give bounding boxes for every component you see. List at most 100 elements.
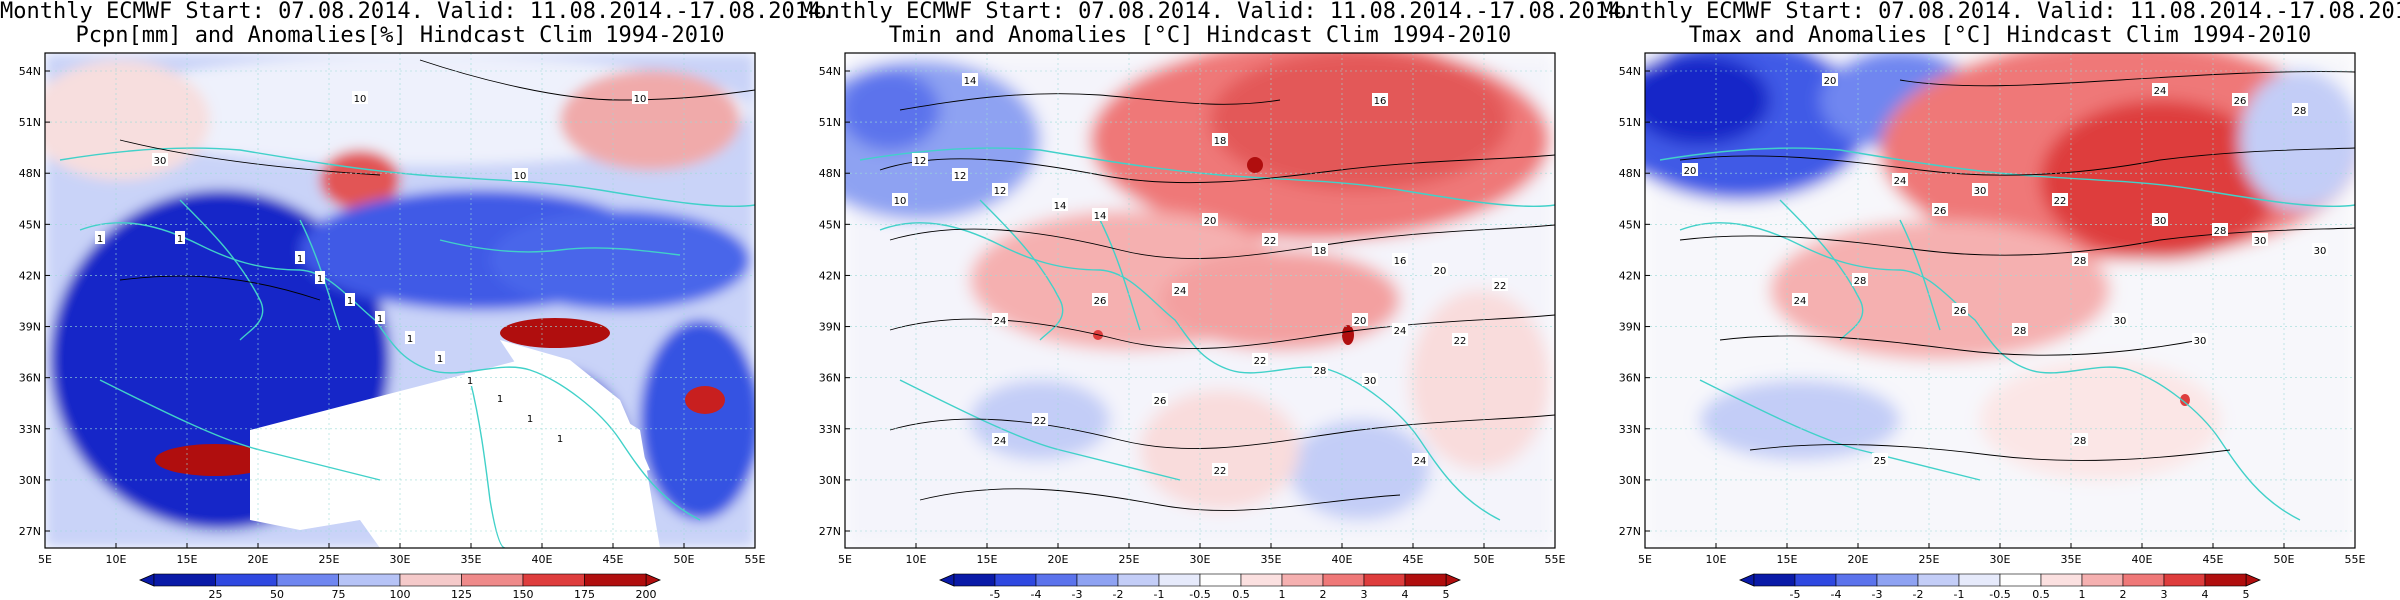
colorbar-swatch — [461, 573, 524, 587]
lon-tick-label: 5E — [38, 553, 52, 566]
lat-tick-label: 54N — [1619, 65, 1641, 78]
contour-labels: 20 24 26 28 20 24 30 22 26 30 28 30 30 28 28 24 26 30 28 30… — [1682, 73, 2328, 467]
contour-label-bg — [175, 231, 185, 244]
colorbar-swatch — [1158, 573, 1201, 587]
colorbar-swatch — [2204, 573, 2247, 587]
lat-tick-label: 27N — [19, 525, 41, 538]
lon-axis: 5E 10E 15E 20E 25E 30E 35E 40E 45E 50E 55E — [38, 543, 766, 566]
contour-label: 20 — [1204, 216, 1217, 227]
lon-tick-label: 5E — [838, 553, 852, 566]
contour-label: 16 — [1394, 256, 1407, 267]
colorbar: -5 -4 -3 -2 -1 -0.5 0.5 1 2 3 4 5 — [938, 573, 1462, 600]
contour-label-bg — [375, 311, 385, 324]
colorbar-max-arrow — [2245, 573, 2262, 587]
lon-tick-label: 30E — [1190, 553, 1211, 566]
colorbar-swatch — [1958, 573, 2001, 587]
contours — [1679, 71, 2355, 461]
contour-label: 1 — [557, 434, 563, 445]
colorbar-label: 2 — [2120, 588, 2127, 600]
lon-tick-label: 10E — [906, 553, 927, 566]
contour-label-bg — [1822, 73, 1838, 86]
colorbar-label: -0.5 — [1189, 588, 1210, 600]
contour-label: 22 — [1034, 416, 1047, 427]
contour-label: 26 — [1094, 296, 1107, 307]
colorbar-label: 4 — [1402, 588, 1409, 600]
colorbar-swatch — [1404, 573, 1447, 587]
colorbar-label: -3 — [1072, 588, 1083, 600]
lon-tick-label: 20E — [1048, 553, 1069, 566]
lat-tick-label: 33N — [19, 423, 41, 436]
contour-label-bg — [632, 91, 648, 104]
contour-label-bg — [525, 411, 535, 424]
lon-tick-label: 45E — [603, 553, 624, 566]
lon-tick-label: 30E — [390, 553, 411, 566]
colorbar-max-arrow — [645, 573, 662, 587]
contour-label-bg — [1792, 293, 1808, 306]
contour-label: 20 — [1354, 316, 1367, 327]
lat-axis: 54N 51N 48N 45N 42N 39N 36N 33N 30N 27N — [1619, 65, 1650, 538]
contour-label-bg — [1852, 273, 1868, 286]
lat-tick-label: 54N — [19, 65, 41, 78]
contour-label-bg — [1892, 173, 1908, 186]
colorbar-label: 50 — [270, 588, 284, 600]
contour-label: 24 — [994, 436, 1007, 447]
contour-label-bg — [1052, 198, 1068, 211]
contour-label-bg — [352, 91, 368, 104]
contour-label: 30 — [2154, 216, 2167, 227]
colorbar-swatch — [2163, 573, 2206, 587]
contour-label: 20 — [1434, 266, 1447, 277]
contour-label-bg — [1212, 463, 1228, 476]
title-line1: Monthly ECMWF Start: 07.08.2014. Valid: … — [800, 0, 1635, 24]
contour-label: 10 — [894, 196, 907, 207]
colorbar-label: 0.5 — [1232, 588, 1250, 600]
contour-label-bg — [2292, 103, 2308, 116]
contour-label-bg — [1152, 393, 1168, 406]
tmax-anomaly-field — [1645, 53, 2355, 548]
contour-label-bg — [1972, 183, 1988, 196]
contour-label-bg — [512, 168, 528, 181]
lon-tick-label: 50E — [674, 553, 695, 566]
colorbar-label: -1 — [1954, 588, 1965, 600]
contour-label: 12 — [954, 171, 967, 182]
colorbar-swatch — [1199, 573, 1242, 587]
lon-axis: 5E 10E 15E 20E 25E 30E 35E 40E 45E 50E 55E — [838, 543, 1566, 566]
lon-tick-label: 25E — [1119, 553, 1140, 566]
tmin-anomaly-field — [845, 53, 1555, 548]
colorbar-swatch — [1835, 573, 1878, 587]
colorbar-swatch — [1035, 573, 1078, 587]
contour-label-bg — [952, 168, 968, 181]
colorbar-swatch — [2040, 573, 2083, 587]
contour-label: 22 — [1494, 281, 1507, 292]
contour-label-bg — [1952, 303, 1968, 316]
contour-label: 1 — [407, 334, 413, 345]
contour-label-bg — [2112, 313, 2128, 326]
lat-tick-label: 45N — [1619, 218, 1641, 231]
colorbar-swatch — [399, 573, 462, 587]
contour-label: 18 — [1214, 136, 1227, 147]
title-line2: Tmin and Anomalies [°C] Hindcast Clim 19… — [888, 23, 1512, 48]
colorbar-swatch — [1876, 573, 1919, 587]
colorbar-label: 3 — [1361, 588, 1368, 600]
colorbar-label: -5 — [1790, 588, 1801, 600]
lat-tick-label: 51N — [19, 116, 41, 129]
contour-labels: 14 16 18 12 12 12 10 14 14 20 22 18 16 20 22 24 26 24 20 24… — [892, 73, 1508, 477]
lat-tick-label: 30N — [1619, 474, 1641, 487]
contour-label: 26 — [1934, 206, 1947, 217]
contour-label-bg — [1352, 313, 1368, 326]
contour-label: 24 — [994, 316, 1007, 327]
contour-label: 12 — [994, 186, 1007, 197]
lat-tick-label: 54N — [819, 65, 841, 78]
lon-tick-label: 15E — [1777, 553, 1798, 566]
contour-label-bg — [345, 293, 355, 306]
contour-label: 1 — [377, 314, 383, 325]
colorbar-label: -5 — [990, 588, 1001, 600]
contour-label: 20 — [1684, 166, 1697, 177]
contour-label-bg — [152, 153, 168, 166]
contour-label: 22 — [2054, 196, 2067, 207]
lat-axis: 54N 51N 48N 45N 42N 39N 36N 33N 30N 27N — [819, 65, 850, 538]
lat-tick-label: 51N — [1619, 116, 1641, 129]
contour-label: 1 — [347, 296, 353, 307]
lat-tick-label: 51N — [819, 116, 841, 129]
contour-label-bg — [992, 433, 1008, 446]
lat-tick-label: 39N — [1619, 321, 1641, 334]
